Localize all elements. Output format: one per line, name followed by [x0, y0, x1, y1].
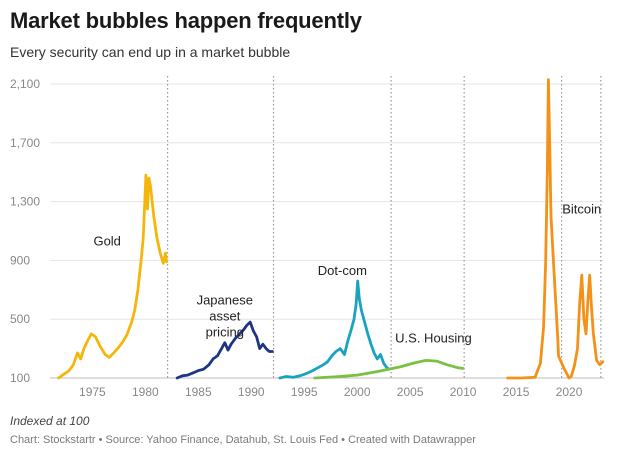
x-tick-label: 2015 — [503, 385, 530, 399]
y-tick-label: 2,100 — [10, 77, 40, 91]
x-tick-label: 2020 — [556, 385, 583, 399]
chart-title: Market bubbles happen frequently — [10, 8, 362, 33]
series-label: Japanese — [197, 293, 253, 308]
x-tick-label: 2000 — [344, 385, 371, 399]
y-tick-label: 1,700 — [10, 136, 40, 150]
y-tick-label: 100 — [10, 371, 30, 385]
x-tick-label: 1980 — [132, 385, 159, 399]
x-tick-label: 2010 — [450, 385, 477, 399]
line-chart: 100 500 900 1,300 1,700 2,100 1975 1980 1985 1990… — [10, 76, 605, 399]
y-tick-label: 900 — [10, 253, 30, 267]
x-tick-label: 1995 — [291, 385, 318, 399]
series-label: U.S. Housing — [395, 331, 472, 346]
series-line — [278, 279, 391, 380]
x-tick-label: 2005 — [397, 385, 424, 399]
series-line — [506, 78, 605, 380]
y-tick-label: 500 — [10, 312, 30, 326]
series-label: pricing — [206, 325, 244, 340]
chart-source: Chart: Stockstartr • Source: Yahoo Finan… — [10, 434, 476, 446]
series-label: Bitcoin — [562, 201, 601, 216]
series-label: asset — [209, 309, 240, 324]
chart-subtitle: Every security can end up in a market bu… — [10, 44, 291, 60]
x-tick-label: 1985 — [185, 385, 212, 399]
series-line — [175, 320, 274, 380]
series-label: Dot-com — [318, 263, 367, 278]
x-tick-label: 1975 — [79, 385, 106, 399]
series-line — [57, 173, 168, 380]
x-tick-label: 1990 — [238, 385, 265, 399]
chart-note: Indexed at 100 — [10, 414, 90, 428]
y-tick-label: 1,300 — [10, 195, 40, 209]
series-line — [313, 359, 465, 380]
series-label: Gold — [93, 234, 120, 249]
